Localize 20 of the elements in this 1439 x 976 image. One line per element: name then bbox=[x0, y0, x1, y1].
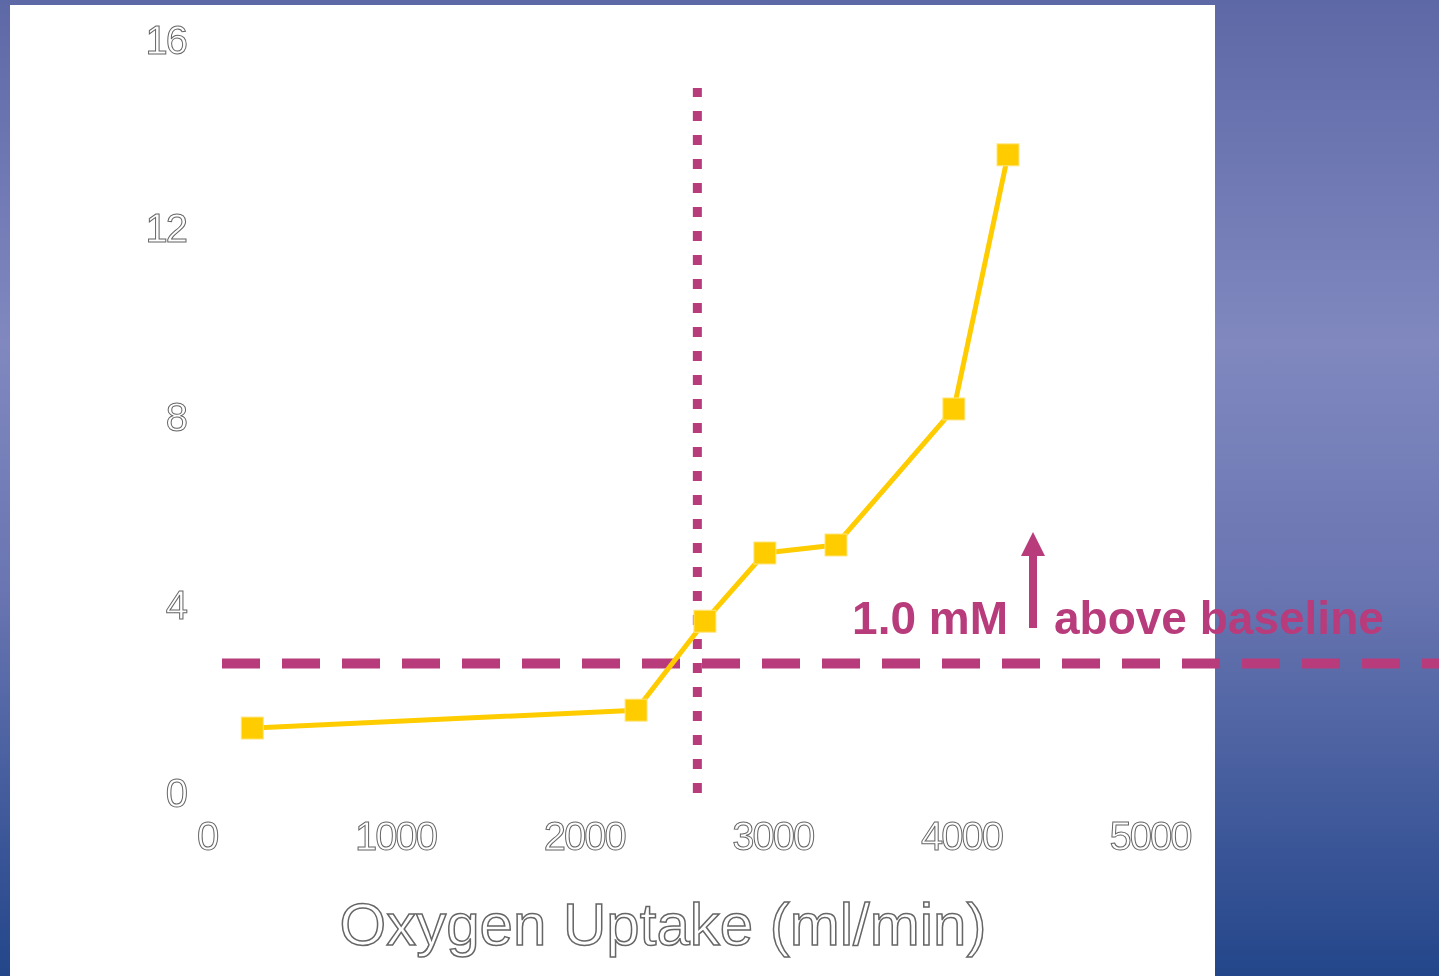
x-tick-label: 0 bbox=[196, 814, 218, 858]
x-tick-label: 2000 bbox=[543, 814, 626, 858]
y-tick-label: 0 bbox=[165, 771, 187, 815]
point bbox=[693, 609, 717, 633]
y-tick-label: 12 bbox=[145, 206, 187, 251]
x-tick-label: 5000 bbox=[1109, 814, 1192, 858]
point bbox=[753, 541, 777, 565]
annotation: 1.0 mM bbox=[852, 591, 1008, 644]
x-axis-title: Oxygen Uptake (ml/min) bbox=[339, 891, 987, 958]
point bbox=[996, 143, 1020, 167]
point bbox=[824, 533, 848, 557]
x-tick-label: 4000 bbox=[920, 814, 1003, 858]
point bbox=[240, 716, 264, 740]
y-tick-label: 8 bbox=[165, 394, 187, 439]
x-tick-label: 3000 bbox=[732, 814, 815, 858]
y-tick-label: 16 bbox=[145, 18, 187, 62]
y-tick-label: 4 bbox=[165, 582, 188, 627]
point bbox=[624, 698, 648, 722]
x-tick-label: 1000 bbox=[355, 814, 437, 858]
point bbox=[942, 397, 966, 421]
